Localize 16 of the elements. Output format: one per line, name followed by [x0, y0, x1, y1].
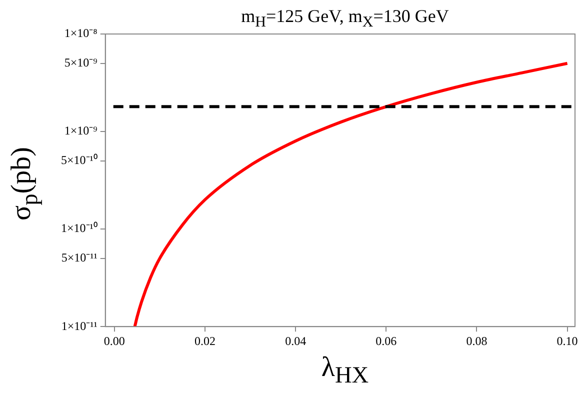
- x-axis-title: λ$_{HX}$: [320, 352, 370, 390]
- x-tick-label: 0.08: [466, 334, 488, 348]
- x-tick-label: 0.02: [194, 334, 216, 348]
- y-tick-label: 5×10⁻⁹: [64, 56, 98, 70]
- chart-title: m$_{H}$=125 GeV, m$_{X}$=130 GeV: [240, 6, 450, 32]
- y-tick-label: 5×10⁻¹⁰: [60, 153, 98, 168]
- y-tick-label: 1×10⁻⁸: [64, 26, 98, 40]
- y-tick-label: 1×10⁻¹⁰: [60, 221, 98, 236]
- x-tick-label: 0.04: [285, 334, 306, 348]
- x-tick-label: 0.10: [556, 334, 578, 348]
- line-series: [133, 62, 569, 327]
- x-tick-label: 0.06: [376, 334, 397, 348]
- y-tick-label: 1×10⁻⁹: [64, 124, 98, 138]
- y-tick-label: 1×10⁻¹¹: [61, 318, 98, 333]
- y-tick-label: 5×10⁻¹¹: [61, 250, 98, 265]
- x-tick-label: 0.00: [104, 334, 125, 348]
